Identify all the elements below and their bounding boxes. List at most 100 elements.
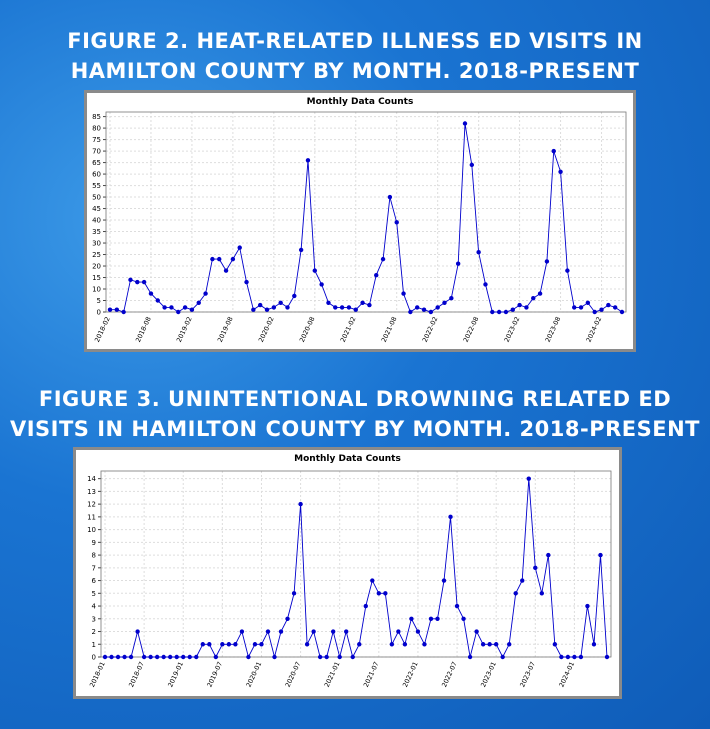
y-tick-label: 3 bbox=[92, 615, 96, 623]
data-point bbox=[169, 305, 174, 310]
data-point bbox=[599, 307, 604, 312]
data-point bbox=[304, 642, 310, 647]
y-tick-label: 11 bbox=[87, 513, 96, 521]
y-tick-label: 25 bbox=[92, 251, 101, 259]
data-point bbox=[612, 305, 618, 310]
data-point bbox=[285, 616, 290, 621]
data-point bbox=[200, 642, 205, 647]
data-point bbox=[259, 642, 264, 647]
data-point bbox=[507, 642, 512, 647]
heading-line: HAMILTON COUNTY BY MONTH. 2018-PRESENT bbox=[70, 59, 640, 83]
y-tick-label: 7 bbox=[92, 564, 96, 572]
data-point bbox=[415, 305, 420, 310]
data-point bbox=[546, 552, 551, 558]
data-point bbox=[326, 300, 331, 306]
data-point bbox=[298, 501, 303, 507]
y-tick-label: 13 bbox=[87, 488, 96, 496]
data-point bbox=[257, 302, 263, 308]
data-point bbox=[176, 309, 181, 315]
data-point bbox=[148, 654, 153, 660]
data-point bbox=[324, 654, 329, 660]
data-point bbox=[585, 300, 591, 306]
data-point bbox=[337, 654, 342, 660]
data-point bbox=[483, 282, 488, 287]
data-point bbox=[233, 642, 238, 647]
data-point bbox=[428, 309, 434, 315]
data-point bbox=[226, 642, 232, 647]
data-point bbox=[292, 293, 297, 299]
data-point bbox=[319, 282, 324, 287]
data-point bbox=[387, 194, 393, 200]
data-point bbox=[474, 629, 479, 634]
y-tick-label: 0 bbox=[92, 654, 96, 662]
data-point bbox=[230, 256, 236, 262]
data-point bbox=[496, 309, 502, 315]
data-point bbox=[455, 261, 461, 266]
data-point bbox=[264, 307, 270, 312]
y-tick-label: 45 bbox=[92, 205, 101, 213]
data-point bbox=[141, 279, 147, 285]
data-point bbox=[223, 268, 229, 273]
data-point bbox=[441, 578, 447, 583]
y-tick-label: 14 bbox=[87, 475, 96, 483]
plot-area bbox=[100, 470, 612, 658]
data-point bbox=[128, 654, 134, 660]
chart-title: Monthly Data Counts bbox=[294, 454, 401, 464]
data-point bbox=[585, 603, 590, 609]
data-point bbox=[604, 654, 610, 660]
y-tick-label: 40 bbox=[92, 217, 101, 225]
y-tick-label: 6 bbox=[92, 577, 97, 585]
data-point bbox=[537, 291, 543, 296]
data-point bbox=[330, 629, 336, 634]
data-point bbox=[196, 300, 201, 306]
data-point bbox=[467, 654, 473, 660]
data-point bbox=[531, 296, 536, 301]
data-point bbox=[513, 591, 518, 596]
data-point bbox=[454, 603, 460, 609]
data-point bbox=[278, 300, 283, 306]
data-point bbox=[135, 279, 140, 285]
data-point bbox=[291, 591, 297, 596]
data-point bbox=[357, 642, 362, 647]
data-point bbox=[526, 476, 531, 481]
data-point bbox=[251, 307, 256, 312]
data-point bbox=[592, 309, 597, 315]
data-point bbox=[389, 642, 395, 647]
y-tick-label: 85 bbox=[92, 113, 101, 121]
y-tick-label: 4 bbox=[92, 603, 97, 611]
y-tick-label: 0 bbox=[97, 309, 101, 317]
data-point bbox=[380, 256, 386, 262]
y-tick-label: 60 bbox=[92, 171, 101, 179]
data-point bbox=[415, 629, 421, 634]
data-point bbox=[394, 220, 399, 225]
data-point bbox=[500, 654, 505, 660]
data-point bbox=[252, 642, 258, 647]
data-point bbox=[311, 629, 316, 634]
data-point bbox=[480, 642, 486, 647]
data-point bbox=[510, 307, 515, 312]
data-point bbox=[409, 616, 414, 621]
data-point bbox=[558, 169, 563, 174]
data-point bbox=[181, 654, 186, 660]
y-tick-label: 15 bbox=[92, 274, 101, 282]
y-tick-label: 10 bbox=[92, 286, 101, 294]
data-point bbox=[428, 616, 434, 621]
data-line bbox=[110, 123, 623, 313]
data-point bbox=[317, 654, 323, 660]
data-point bbox=[396, 629, 401, 634]
data-point bbox=[182, 305, 188, 310]
data-point bbox=[367, 302, 372, 308]
data-point bbox=[493, 642, 499, 647]
data-point bbox=[421, 307, 427, 312]
y-tick-label: 55 bbox=[92, 182, 101, 190]
plot-area bbox=[105, 111, 627, 313]
data-point bbox=[339, 305, 345, 310]
y-tick-label: 30 bbox=[92, 240, 101, 248]
data-point bbox=[265, 629, 271, 634]
data-point bbox=[374, 273, 379, 278]
data-point bbox=[350, 654, 355, 660]
data-point bbox=[141, 654, 147, 660]
data-point bbox=[128, 277, 133, 283]
data-point bbox=[189, 307, 195, 312]
data-point bbox=[237, 245, 242, 250]
